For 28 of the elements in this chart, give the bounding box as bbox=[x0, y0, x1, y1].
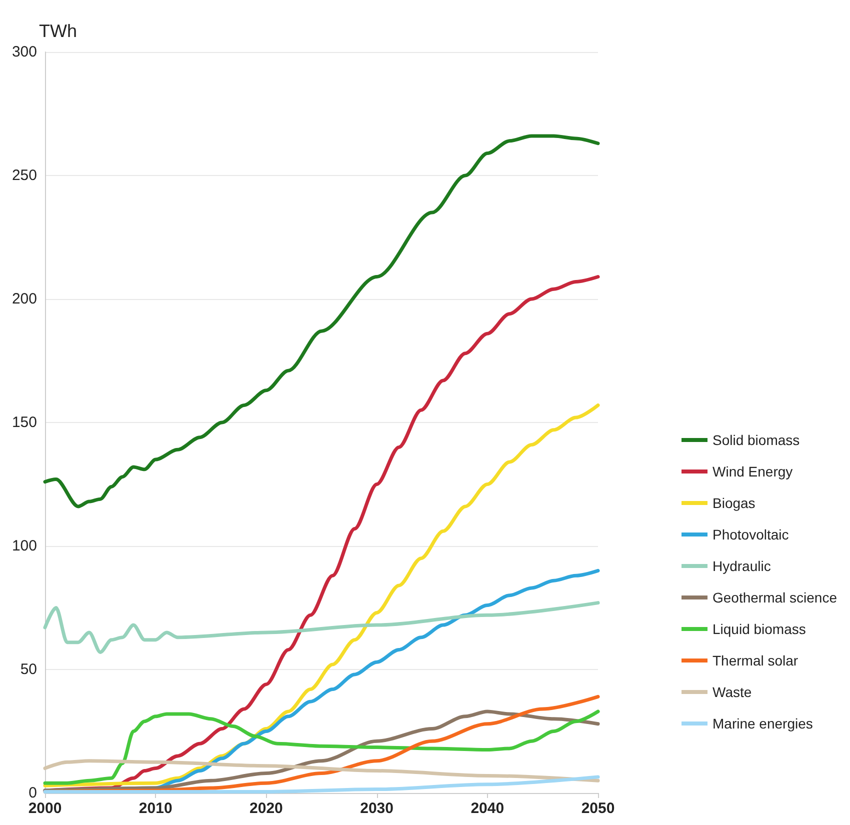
x-tick-label: 2030 bbox=[360, 800, 394, 817]
y-tick-label: 0 bbox=[28, 784, 37, 802]
legend-label: Solid biomass bbox=[712, 432, 800, 448]
y-tick-label: 100 bbox=[12, 538, 37, 554]
legend-label: Hydraulic bbox=[712, 558, 771, 574]
x-tick-label: 2010 bbox=[138, 800, 172, 817]
legend-label: Photovoltaic bbox=[712, 526, 789, 542]
x-tick-label: 2050 bbox=[581, 800, 615, 817]
legend-label: Thermal solar bbox=[712, 652, 798, 668]
line-series bbox=[43, 134, 600, 508]
y-tick-label: 300 bbox=[12, 44, 37, 60]
legend-label: Biogas bbox=[712, 495, 756, 511]
legend-label: Geothermal science bbox=[712, 590, 838, 606]
y-tick-label: 150 bbox=[12, 414, 37, 431]
x-tick-label: 2040 bbox=[470, 800, 504, 817]
y-tick-label: 50 bbox=[20, 661, 37, 678]
y-axis-title: TWh bbox=[39, 21, 77, 41]
x-tick-label: 2020 bbox=[250, 800, 283, 817]
legend-label: Liquid biomass bbox=[712, 621, 806, 637]
line-series bbox=[43, 601, 600, 654]
y-tick-label: 250 bbox=[12, 167, 37, 184]
y-tick-label: 200 bbox=[12, 290, 37, 308]
line-series bbox=[43, 403, 600, 788]
x-tick-label: 2000 bbox=[28, 800, 62, 817]
line-series bbox=[43, 759, 600, 782]
legend-label: Marine energies bbox=[712, 716, 813, 732]
legend-label: Wind Energy bbox=[712, 464, 793, 480]
legend-label: Waste bbox=[712, 684, 752, 700]
